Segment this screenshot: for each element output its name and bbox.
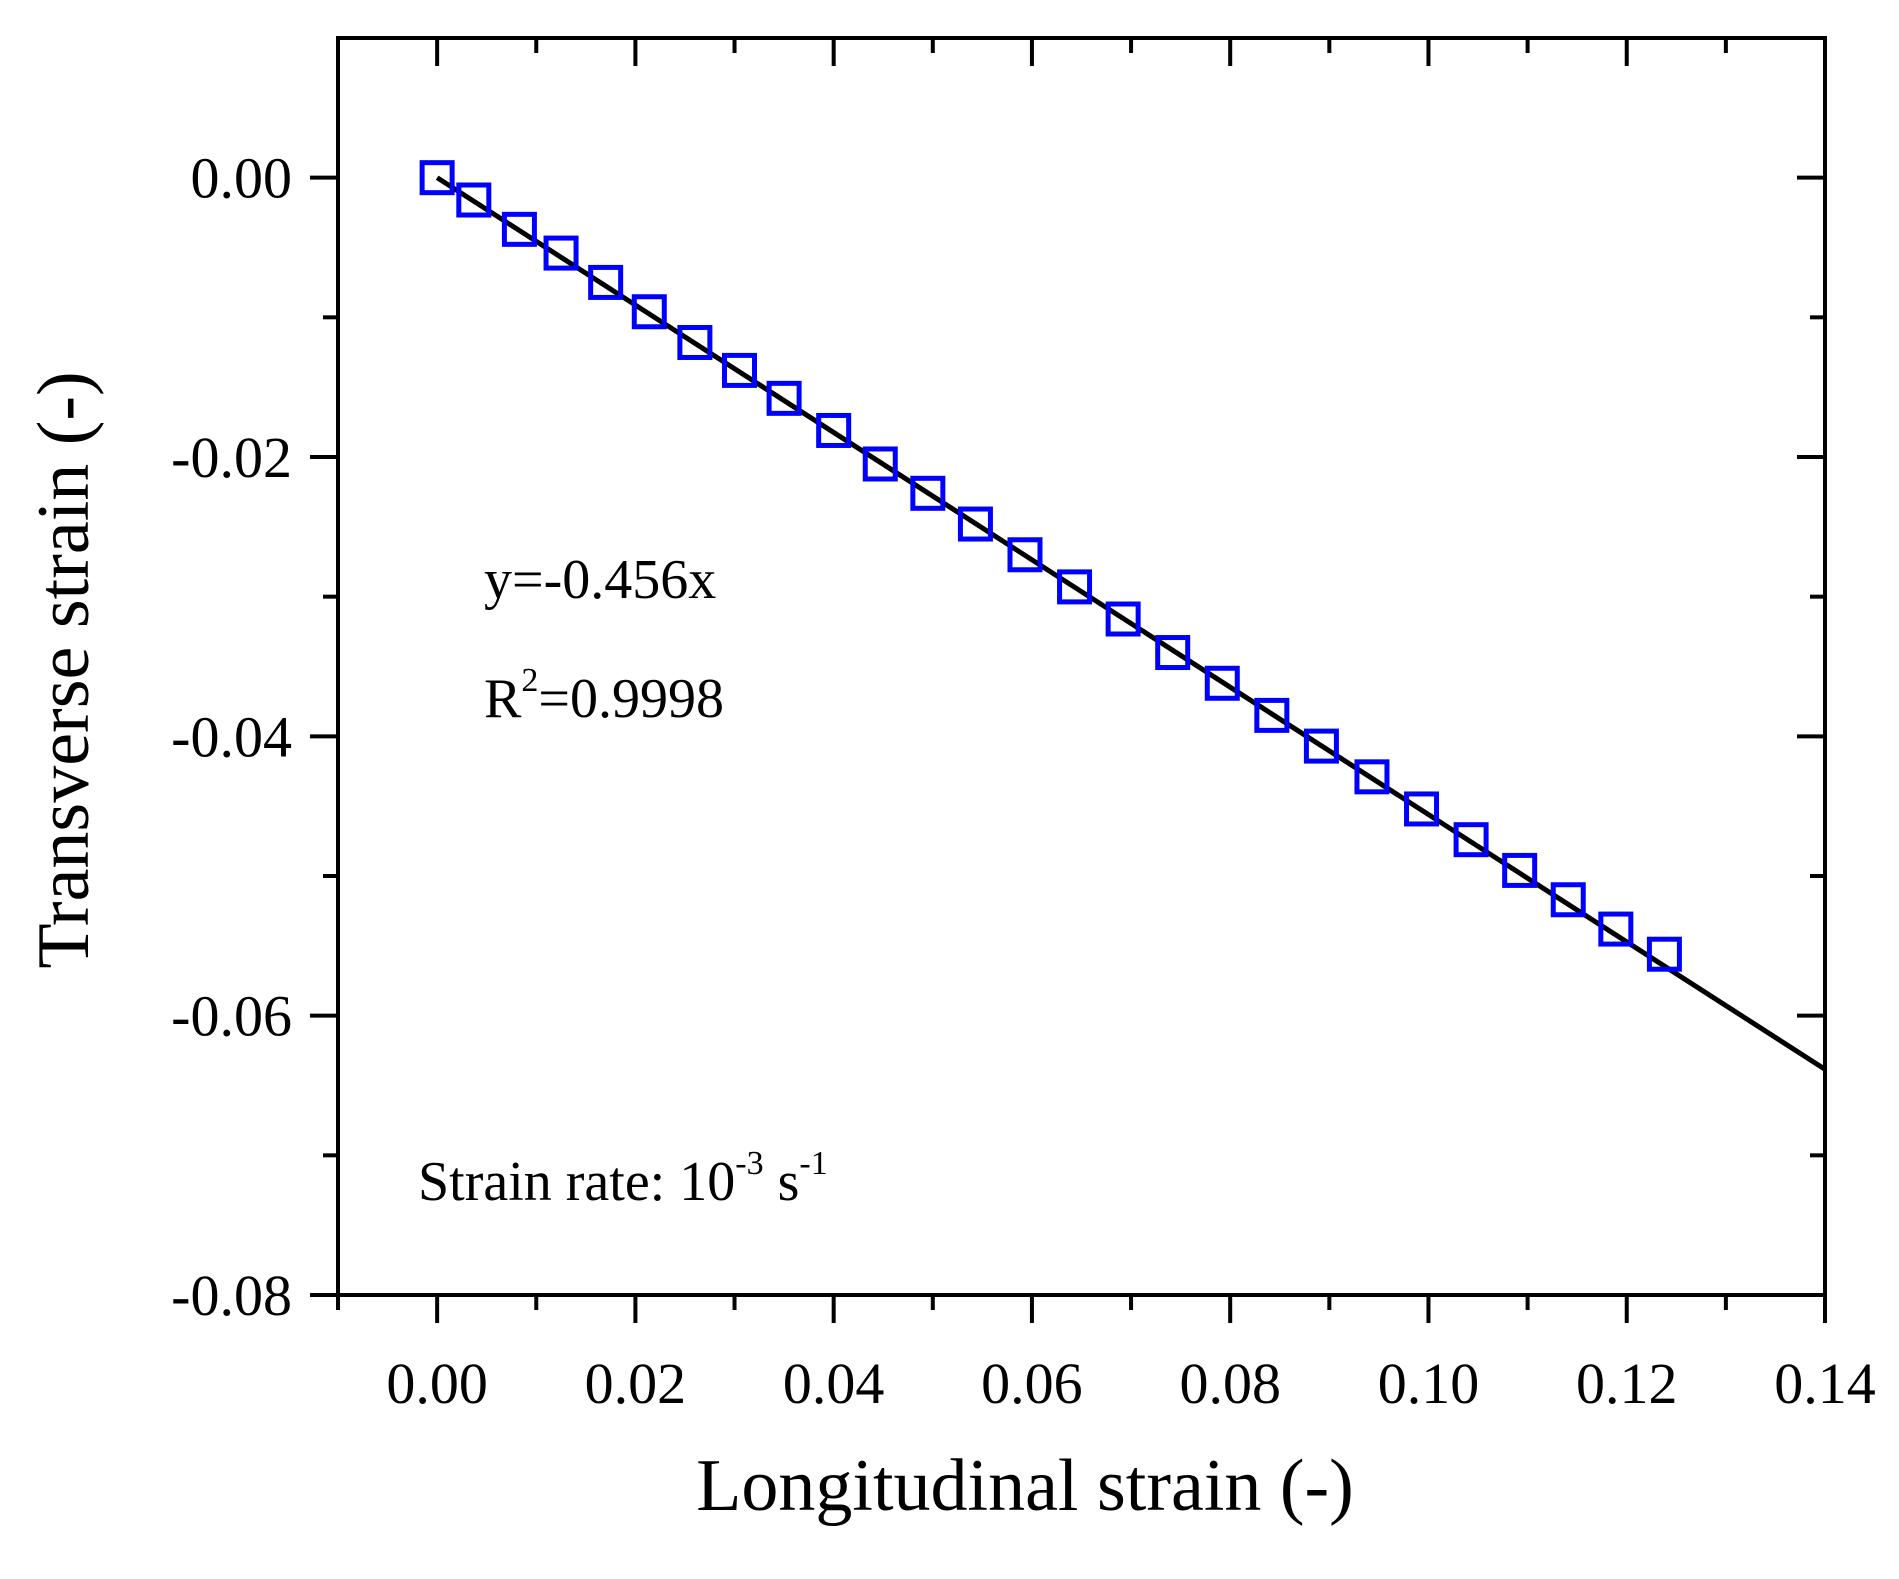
r-squared-value: =0.9998 bbox=[538, 668, 724, 730]
data-point bbox=[957, 506, 993, 542]
data-point bbox=[419, 160, 455, 196]
data-point bbox=[1204, 665, 1240, 701]
data-point bbox=[1303, 728, 1339, 764]
data-point bbox=[1550, 882, 1586, 918]
strain-rate-annotation: Strain rate: 10-3 s-1 bbox=[418, 1145, 828, 1213]
data-point bbox=[456, 182, 492, 218]
data-point bbox=[588, 264, 624, 300]
data-point bbox=[1646, 936, 1682, 972]
data-point bbox=[862, 446, 898, 482]
r-squared-exponent: 2 bbox=[521, 662, 538, 699]
data-point bbox=[766, 380, 802, 416]
y-tick-label: 0.00 bbox=[191, 146, 293, 211]
plot-frame bbox=[336, 36, 1827, 1297]
y-tick-label: -0.02 bbox=[171, 425, 292, 490]
data-point bbox=[721, 352, 757, 388]
strain-rate-prefix: Strain rate: 10 bbox=[418, 1151, 735, 1213]
x-tick-label: 0.00 bbox=[386, 1351, 488, 1416]
x-tick-label: 0.02 bbox=[585, 1351, 687, 1416]
x-tick-label: 0.14 bbox=[1774, 1351, 1876, 1416]
x-tick-label: 0.12 bbox=[1576, 1351, 1678, 1416]
data-point bbox=[1598, 911, 1634, 947]
ticks-layer bbox=[310, 38, 1827, 1323]
x-tick-label: 0.10 bbox=[1378, 1351, 1480, 1416]
y-tick-label: -0.04 bbox=[171, 704, 292, 769]
data-point bbox=[501, 211, 537, 247]
data-point bbox=[543, 235, 579, 271]
y-tick-label: -0.06 bbox=[171, 984, 292, 1049]
fit-line-layer bbox=[435, 175, 1827, 1072]
data-point bbox=[1057, 569, 1093, 605]
equation-annotation: y=-0.456x bbox=[484, 549, 716, 611]
data-point bbox=[1254, 697, 1290, 733]
data-point bbox=[631, 294, 667, 330]
data-point bbox=[1453, 822, 1489, 858]
r-squared-base: R bbox=[484, 668, 522, 730]
strain-rate-exponent: -3 bbox=[735, 1145, 763, 1182]
x-tick-label: 0.04 bbox=[783, 1351, 885, 1416]
strain-rate-unit: s bbox=[764, 1151, 800, 1213]
data-point bbox=[1007, 537, 1043, 573]
r-squared-annotation: R2=0.9998 bbox=[484, 662, 724, 730]
x-tick-label: 0.06 bbox=[981, 1351, 1083, 1416]
x-tick-label: 0.08 bbox=[1179, 1351, 1281, 1416]
data-point bbox=[910, 475, 946, 511]
data-point bbox=[1354, 759, 1390, 795]
data-point bbox=[1502, 852, 1538, 888]
y-axis-title: Transverse strain (-) bbox=[23, 371, 105, 968]
data-point bbox=[1105, 601, 1141, 637]
y-tick-label: -0.08 bbox=[171, 1263, 292, 1328]
fit-line bbox=[435, 175, 1827, 1072]
strain-rate-unit-exponent: -1 bbox=[799, 1145, 827, 1182]
data-point bbox=[677, 324, 713, 360]
tick-labels-layer: 0.00 0.02 0.04 0.06 0.08 0.10 0.12 0.14 0.00 -0.0… bbox=[171, 146, 1876, 1416]
data-point bbox=[1404, 791, 1440, 827]
data-point bbox=[1155, 635, 1191, 671]
x-axis-title: Longitudinal strain (-) bbox=[696, 1445, 1354, 1527]
data-points-layer bbox=[419, 160, 1682, 972]
data-point bbox=[816, 412, 852, 448]
